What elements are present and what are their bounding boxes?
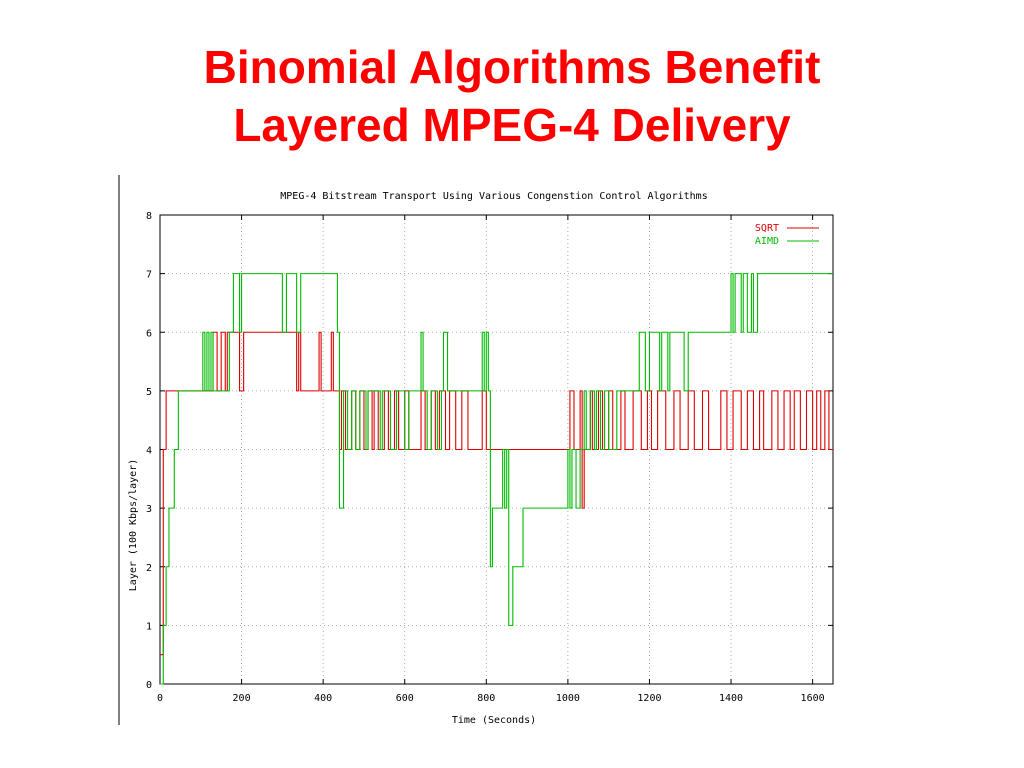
y-tick-label: 6 bbox=[146, 328, 152, 339]
slide-title-line-1: Binomial Algorithms Benefit bbox=[203, 41, 821, 93]
y-tick-label: 0 bbox=[146, 680, 152, 691]
x-tick-label: 1200 bbox=[637, 693, 661, 704]
x-tick-label: 200 bbox=[233, 693, 251, 704]
legend-label-aimd: AIMD bbox=[755, 236, 779, 247]
x-tick-label: 600 bbox=[396, 693, 414, 704]
slide-title: Binomial Algorithms Benefit Layered MPEG… bbox=[0, 38, 1024, 154]
series-line-sqrt bbox=[160, 331, 833, 656]
x-tick-label: 1000 bbox=[556, 693, 580, 704]
x-tick-label: 0 bbox=[157, 693, 163, 704]
y-tick-label: 3 bbox=[146, 504, 152, 515]
series-line-aimd bbox=[160, 273, 833, 685]
x-tick-label: 400 bbox=[314, 693, 332, 704]
y-tick-label: 4 bbox=[146, 446, 152, 457]
x-tick-label: 800 bbox=[477, 693, 495, 704]
chart-panel: MPEG-4 Bitstream Transport Using Various… bbox=[118, 175, 854, 725]
line-chart: MPEG-4 Bitstream Transport Using Various… bbox=[118, 175, 834, 725]
slide-title-line-2: Layered MPEG-4 Delivery bbox=[233, 99, 791, 151]
x-axis-label: Time (Seconds) bbox=[452, 715, 536, 725]
y-tick-label: 1 bbox=[146, 621, 152, 632]
chart-title: MPEG-4 Bitstream Transport Using Various… bbox=[280, 191, 707, 202]
y-tick-label: 7 bbox=[146, 270, 152, 281]
x-tick-label: 1400 bbox=[719, 693, 743, 704]
y-tick-label: 5 bbox=[146, 387, 152, 398]
y-axis-label: Layer (100 Kbps/layer) bbox=[128, 459, 139, 591]
legend-label-sqrt: SQRT bbox=[755, 223, 779, 234]
chart-left-edge bbox=[118, 175, 122, 725]
x-tick-label: 1600 bbox=[801, 693, 825, 704]
y-tick-label: 2 bbox=[146, 563, 152, 574]
series-lines bbox=[160, 273, 833, 685]
legend: SQRT AIMD bbox=[755, 223, 819, 247]
axes: 0 200 400 600 800 1000 1200 1400 1600 0 1 2 3 4 5 6 7 8 bbox=[146, 211, 834, 704]
y-tick-label: 8 bbox=[146, 211, 152, 222]
